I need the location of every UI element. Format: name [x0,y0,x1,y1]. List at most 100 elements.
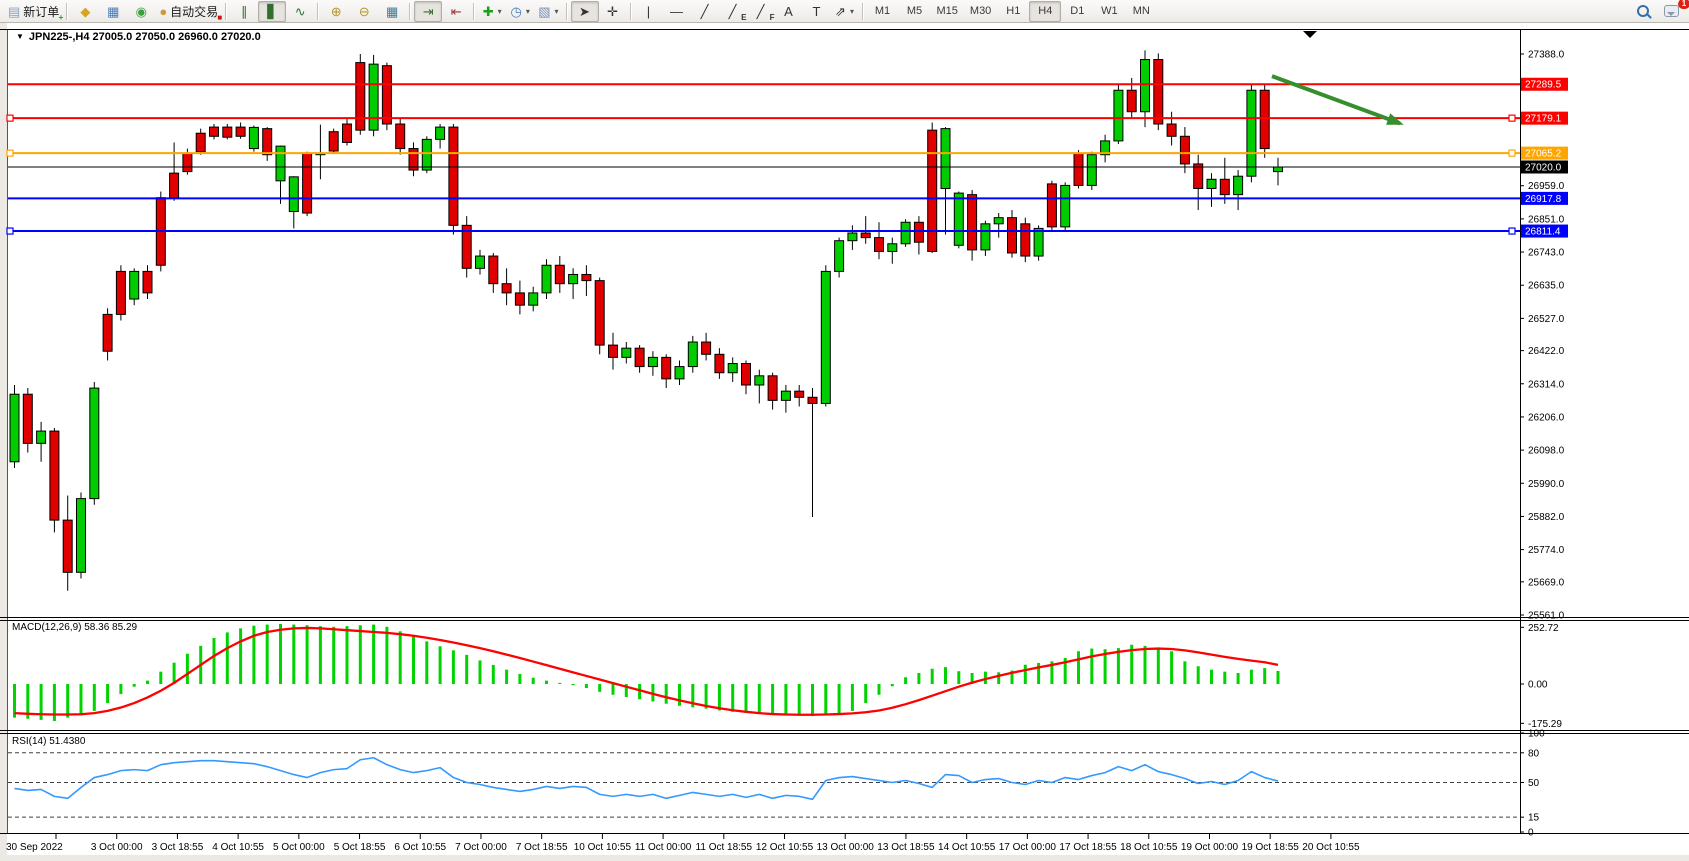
bull-candle [528,292,539,306]
time-tick-label: 11 Oct 18:55 [696,842,753,853]
hline-anchor[interactable] [6,149,14,157]
candles-chart-icon: ▋ [267,3,278,19]
auto-scroll-button[interactable]: ⇤ [442,1,470,22]
toolbar-separator [861,2,864,20]
vertical-line-button[interactable]: | [635,1,663,22]
chart-shift-marker[interactable] [1303,31,1317,38]
bear-candle [1166,123,1177,137]
channel-button[interactable]: ╱ E [719,1,747,22]
hline-anchor[interactable] [6,114,14,122]
text-button[interactable]: A [775,1,803,22]
market-button[interactable]: ◆ [71,1,99,22]
line-chart-button[interactable]: ∿ [286,1,314,22]
new-order-button[interactable]: ▤ + 新订单 [4,1,63,22]
autotrading-overlay-icon: ■ [217,12,223,22]
bull-candle [727,363,738,374]
bear-candle [342,123,352,143]
templates-dropdown-icon[interactable]: ▾ [554,6,559,16]
timeframe-W1-button[interactable]: W1 [1101,5,1118,17]
indicators-dropdown-icon[interactable]: ▾ [497,6,502,16]
periods-button[interactable]: ◷ ▾ [506,1,534,22]
chat-button[interactable]: 1 [1657,0,1689,22]
arrows-button[interactable]: ⇗ ▾ [831,1,859,22]
arrows-dropdown-icon[interactable]: ▾ [849,6,854,16]
bars-chart-button[interactable]: ∥ [230,1,258,22]
horizontal-lines [6,83,1520,235]
templates-button[interactable]: ▧ ▾ [534,1,562,22]
bear-candle [1020,223,1031,257]
periods-icon: ◷ [510,3,522,19]
trendline-icon: ╱ [700,3,709,19]
indicators-button[interactable]: ✚ ▾ [478,1,506,22]
bear-candle [235,126,246,137]
autotrading-button[interactable]: ● ■ 自动交易 [155,1,222,22]
zoom-in-button[interactable]: ⊕ [322,1,350,22]
bull-candle [368,63,379,131]
price-tick-label: 26743.0 [1528,248,1565,259]
symbol-dropdown-icon[interactable]: ▼ [16,32,24,41]
price-tick-label: 27388.0 [1528,50,1565,61]
hline-anchor[interactable] [1508,227,1516,235]
bull-candle [847,232,858,242]
time-tick-label: 20 Oct 10:55 [1302,842,1360,853]
hline-anchor[interactable] [6,227,14,235]
time-tick-label: 7 Oct 00:00 [455,842,507,853]
time-tick-label: 3 Oct 18:55 [152,842,204,853]
horizontal-line-button[interactable]: — [663,1,691,22]
trend-arrow[interactable] [1271,74,1404,126]
rsi-tick-label: 80 [1528,748,1540,759]
time-tick-label: 19 Oct 00:00 [1181,842,1239,853]
new-order-icon: ▤ [8,3,21,19]
timeframe-D1-button[interactable]: D1 [1070,5,1085,17]
bull-candle [887,243,898,252]
rsi-tick-label: 50 [1528,778,1540,789]
timeframe-M1-button[interactable]: M1 [874,5,891,17]
hline-anchor[interactable] [1508,114,1516,122]
fibonacci-button[interactable]: ╱ F [747,1,775,22]
timeframe-H1-button[interactable]: H1 [1006,5,1021,17]
search-button[interactable] [1629,1,1657,22]
price-axis[interactable]: 27388.027280.027172.027064.026959.026851… [1520,30,1565,839]
charts-window-button[interactable]: ▦ [99,1,127,22]
trendline-button[interactable]: ╱ [691,1,719,22]
bear-candle [1219,178,1230,196]
bear-candle [594,280,605,346]
bull-candle [568,273,579,285]
bear-candle [355,62,366,131]
cursor-button[interactable]: ➤ [570,0,599,22]
time-axis[interactable]: 30 Sep 2022 3 Oct 00:00 3 Oct 18:55 4 Oct 1… [6,833,1360,853]
hline-anchor[interactable] [1508,149,1516,157]
price-tick-label: 26314.0 [1528,379,1565,390]
zoom-out-button[interactable]: ⊖ [350,1,378,22]
tile-windows-button[interactable]: ▦ [378,1,406,22]
macd-tick-label: -175.29 [1528,719,1562,730]
bear-candle [209,126,219,137]
chart-shift-button[interactable]: ⇥ [414,0,443,22]
timeframe-M15-button[interactable]: M15 [936,5,958,17]
bull-candle [475,255,485,269]
price-tick-label: 26635.0 [1528,281,1565,292]
crosshair-button[interactable]: ✛ [599,1,627,22]
arrows-icon: ⇗ [835,3,846,19]
periods-dropdown-icon[interactable]: ▾ [525,6,530,16]
timeframe-MN-button[interactable]: MN [1132,5,1150,17]
signals-button[interactable]: ◉ [127,1,155,22]
time-tick-label: 13 Oct 00:00 [817,842,875,853]
bull-candle [621,347,632,358]
bull-candle [248,126,259,150]
time-tick-label: 12 Oct 10:55 [756,842,814,853]
macd-signal-line [14,626,1279,716]
candles-chart-button[interactable]: ▋ [258,0,287,22]
text-label-button[interactable]: T [803,1,831,22]
timeframe-H4-button[interactable]: H4 [1029,0,1062,22]
bear-candle [661,356,672,380]
timeframe-M30-button[interactable]: M30 [969,5,992,17]
bear-candle [608,344,618,358]
timeframe-M5-button[interactable]: M5 [906,5,923,17]
bear-candle [501,283,512,294]
price-tick-label: 25774.0 [1528,545,1565,556]
zoom-out-icon: ⊖ [358,3,370,19]
toolbar: ▤ + 新订单 ◆ ▦ ◉ ● ■ 自动交易 ∥ ▋ ∿ ⊕ ⊖ ▦ ⇥ ⇤ ✚ ▾ ◷ ▾ ▧ ▾ ➤ ✛ | — ╱ ╱ E ╱ F A T ⇗… [0,0,1689,23]
